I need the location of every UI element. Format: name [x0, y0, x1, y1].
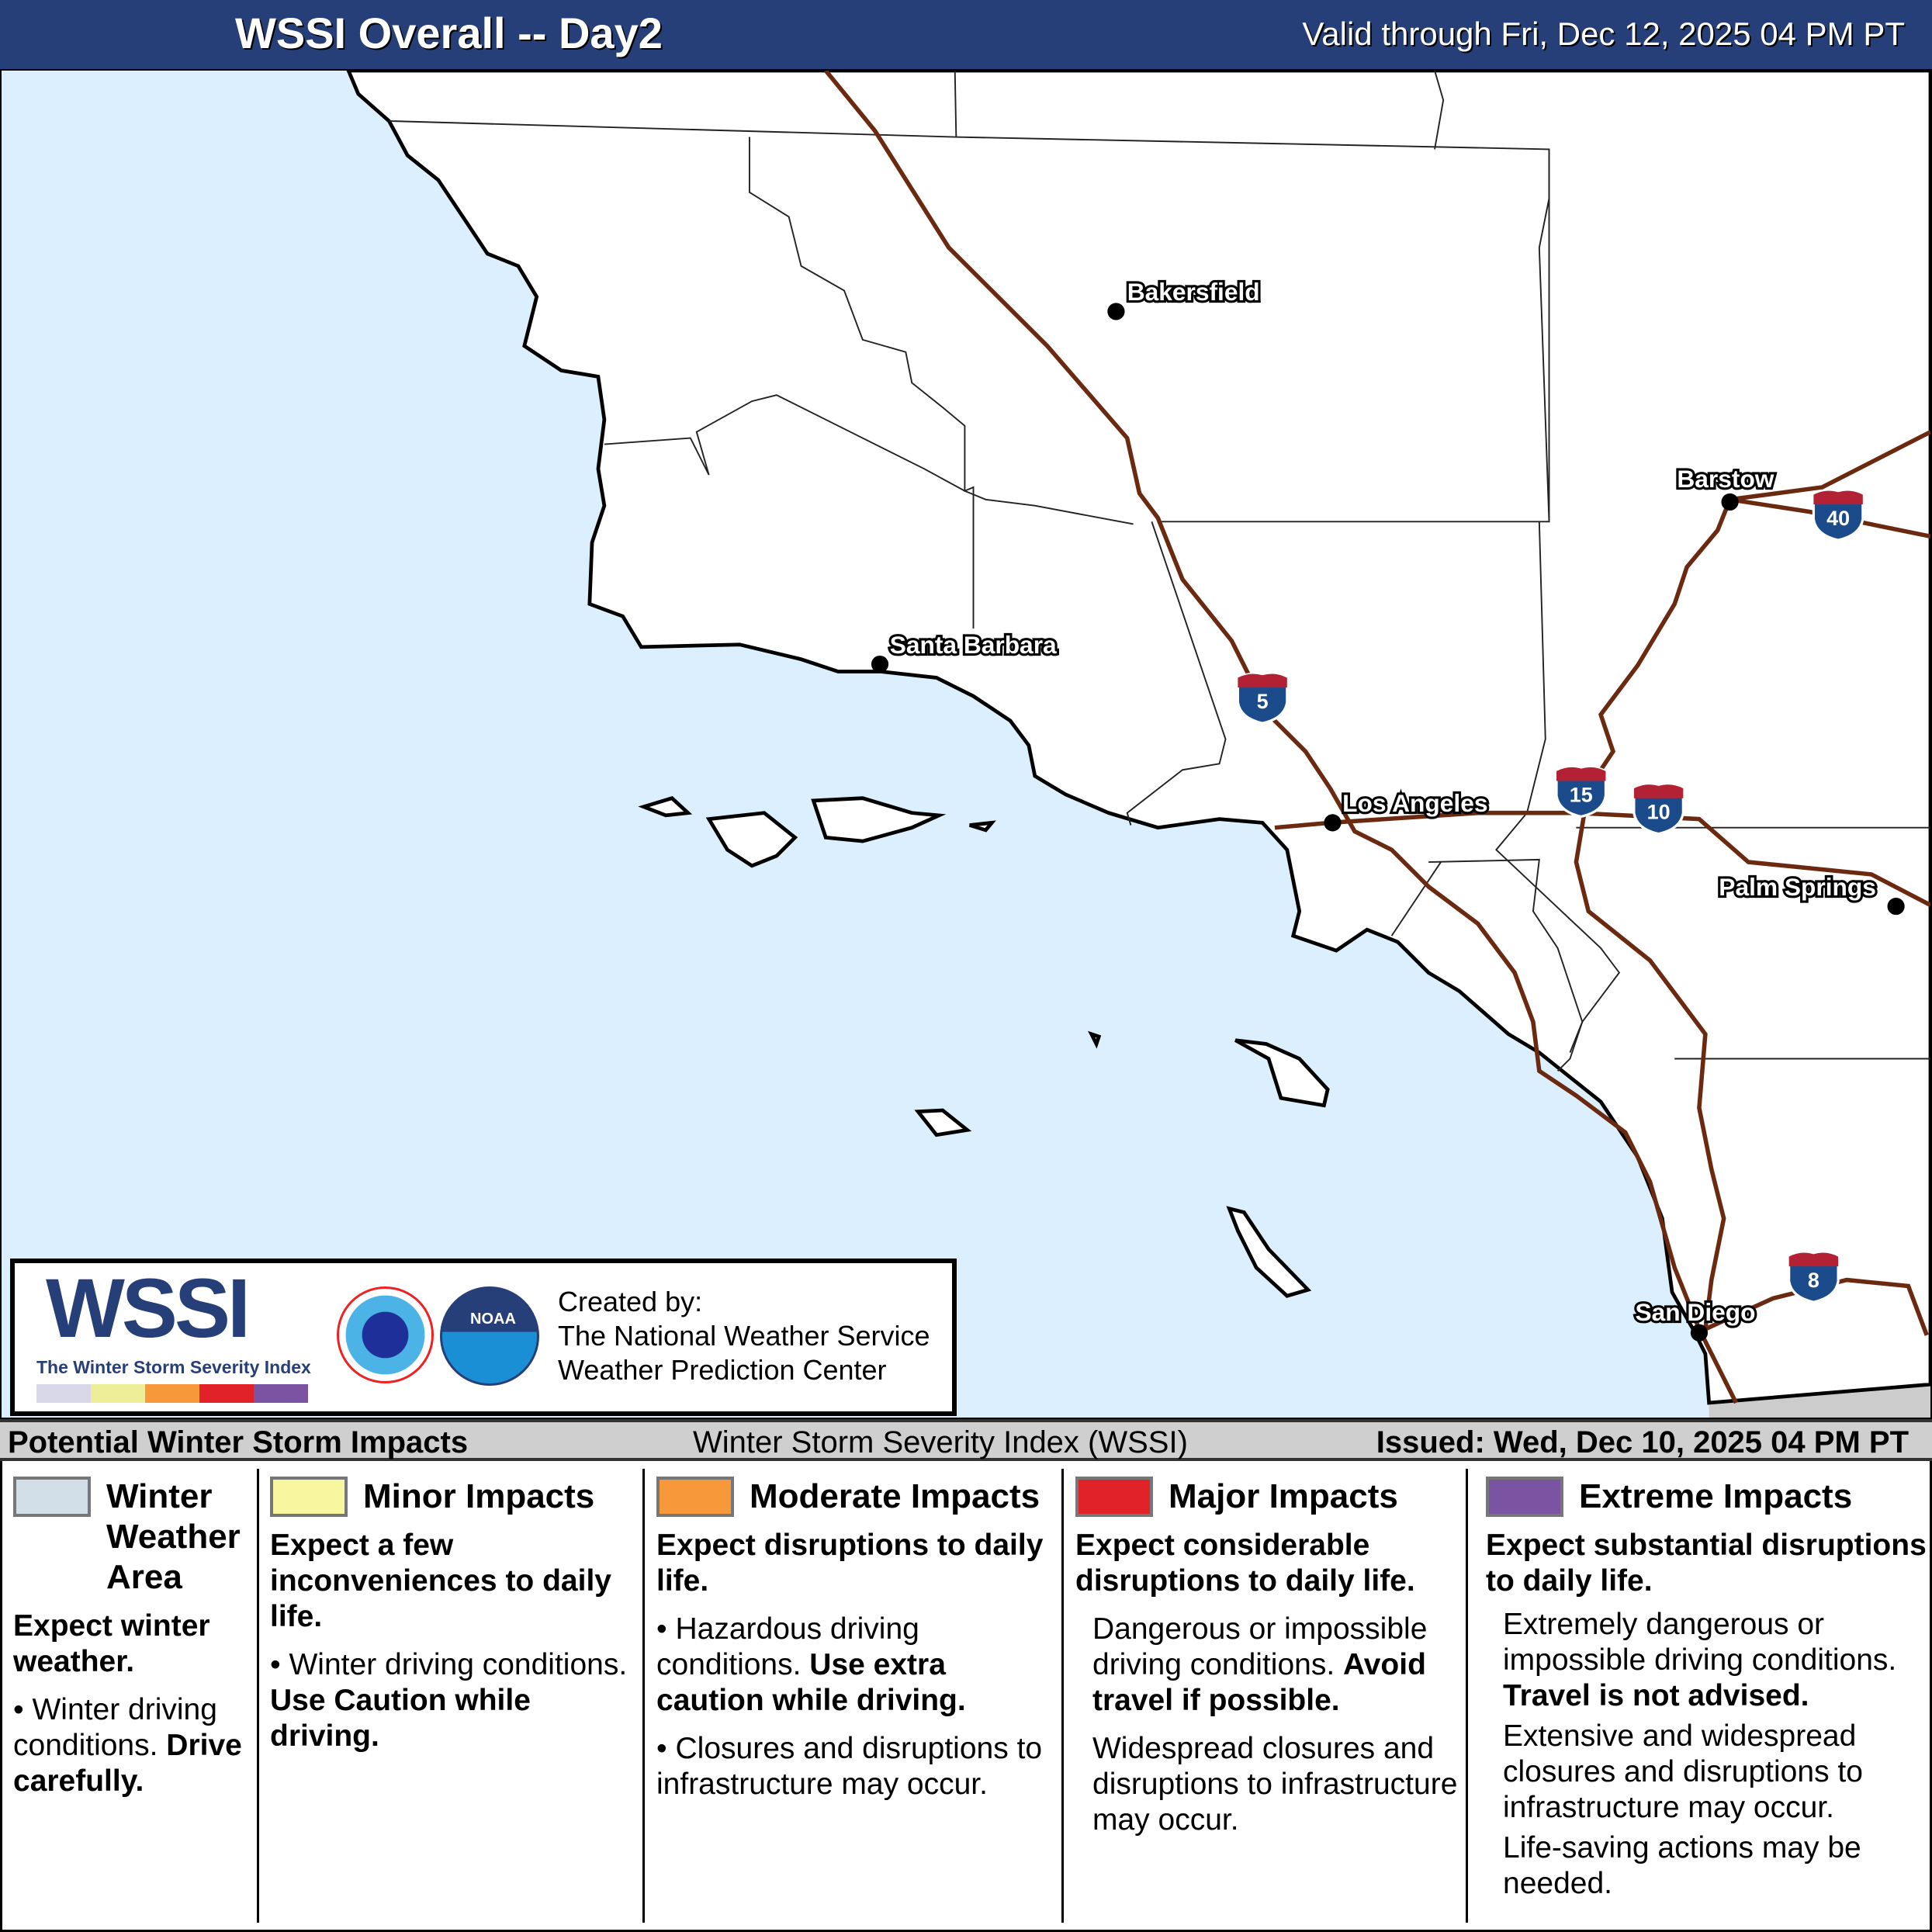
- city-dot: [871, 655, 889, 673]
- logo-box: WSSI The Winter Storm Severity Index NOA…: [10, 1259, 957, 1416]
- nws-logo: [337, 1286, 434, 1383]
- i15-road: [1574, 498, 1733, 1330]
- legend-moderate: Moderate Impacts Expect disruptions to d…: [656, 1477, 1044, 1801]
- legend-minor: Minor Impacts Expect a few inconvenience…: [270, 1477, 628, 1753]
- city-label: Bakersfield: [1127, 278, 1260, 306]
- header: WSSI Overall -- Day2 Valid through Fri, …: [0, 0, 1932, 69]
- city-label: Santa Barbara: [890, 631, 1057, 659]
- city-label: San Diego: [1635, 1298, 1755, 1326]
- legend-extreme: Extreme Impacts Expect substantial disru…: [1486, 1477, 1927, 1900]
- interstate-40-shield: 40: [1812, 489, 1864, 542]
- issued-time: Issued: Wed, Dec 10, 2025 04 PM PT: [1376, 1425, 1909, 1459]
- land: [346, 71, 1930, 1405]
- noaa-logo: NOAA: [440, 1286, 539, 1386]
- city-label: Los Angeles: [1342, 789, 1487, 817]
- legend-heading: Potential Winter Storm Impacts: [8, 1425, 469, 1459]
- swatch-major: [1075, 1477, 1153, 1517]
- severity-color-bar: [36, 1384, 308, 1403]
- i5-road: [824, 71, 1738, 1404]
- city-dot: [1887, 897, 1905, 916]
- index-name: Winter Storm Severity Index (WSSI): [693, 1425, 1188, 1459]
- svg-text:15: 15: [1570, 783, 1593, 806]
- swatch-winter: [13, 1477, 91, 1517]
- interstate-8-shield: 8: [1788, 1251, 1840, 1304]
- swatch-minor: [270, 1477, 348, 1517]
- valid-time: Valid through Fri, Dec 12, 2025 04 PM PT: [1302, 16, 1905, 52]
- city-label: Palm Springs: [1719, 873, 1876, 901]
- i40-road: [1729, 430, 1930, 539]
- svg-text:10: 10: [1647, 801, 1671, 824]
- legend-major: Major Impacts Expect considerable disrup…: [1075, 1477, 1458, 1837]
- legend-winter: Winter Weather Area Expect winter weathe…: [13, 1477, 242, 1798]
- wssi-subtitle: The Winter Storm Severity Index: [36, 1357, 311, 1377]
- city-dot: [1107, 303, 1125, 320]
- city-dot: [1721, 493, 1739, 511]
- wssi-logo: WSSI: [46, 1261, 251, 1355]
- color-bar-segment: [36, 1384, 91, 1403]
- impact-legend: Winter Weather Area Expect winter weathe…: [0, 1461, 1932, 1932]
- credits: Created by: The National Weather Service…: [558, 1286, 930, 1386]
- swatch-moderate: [656, 1477, 734, 1517]
- color-bar-segment: [199, 1384, 254, 1403]
- city-dot: [1324, 814, 1342, 832]
- impact-map: Bakersfield Barstow Santa Barbara Los Angel…: [0, 69, 1932, 1419]
- interstate-10-shield: 10: [1633, 783, 1684, 836]
- county-lines: [389, 71, 1930, 1072]
- map-title: WSSI Overall -- Day2: [235, 9, 663, 57]
- svg-text:5: 5: [1257, 690, 1269, 713]
- svg-text:40: 40: [1826, 507, 1850, 530]
- interstate-5-shield: 5: [1236, 672, 1289, 725]
- legend-header-bar: Potential Winter Storm Impacts Winter St…: [0, 1419, 1932, 1461]
- color-bar-segment: [254, 1384, 308, 1403]
- i8-road: [1704, 1277, 1929, 1336]
- swatch-extreme: [1486, 1477, 1563, 1517]
- islands: [638, 796, 1330, 1298]
- svg-text:8: 8: [1808, 1269, 1819, 1292]
- city-label: Barstow: [1677, 465, 1774, 493]
- city-dot: [1690, 1324, 1709, 1342]
- interstate-15-shield: 15: [1555, 766, 1608, 819]
- color-bar-segment: [145, 1384, 199, 1403]
- color-bar-segment: [91, 1384, 145, 1403]
- mexico: [1709, 1384, 1930, 1418]
